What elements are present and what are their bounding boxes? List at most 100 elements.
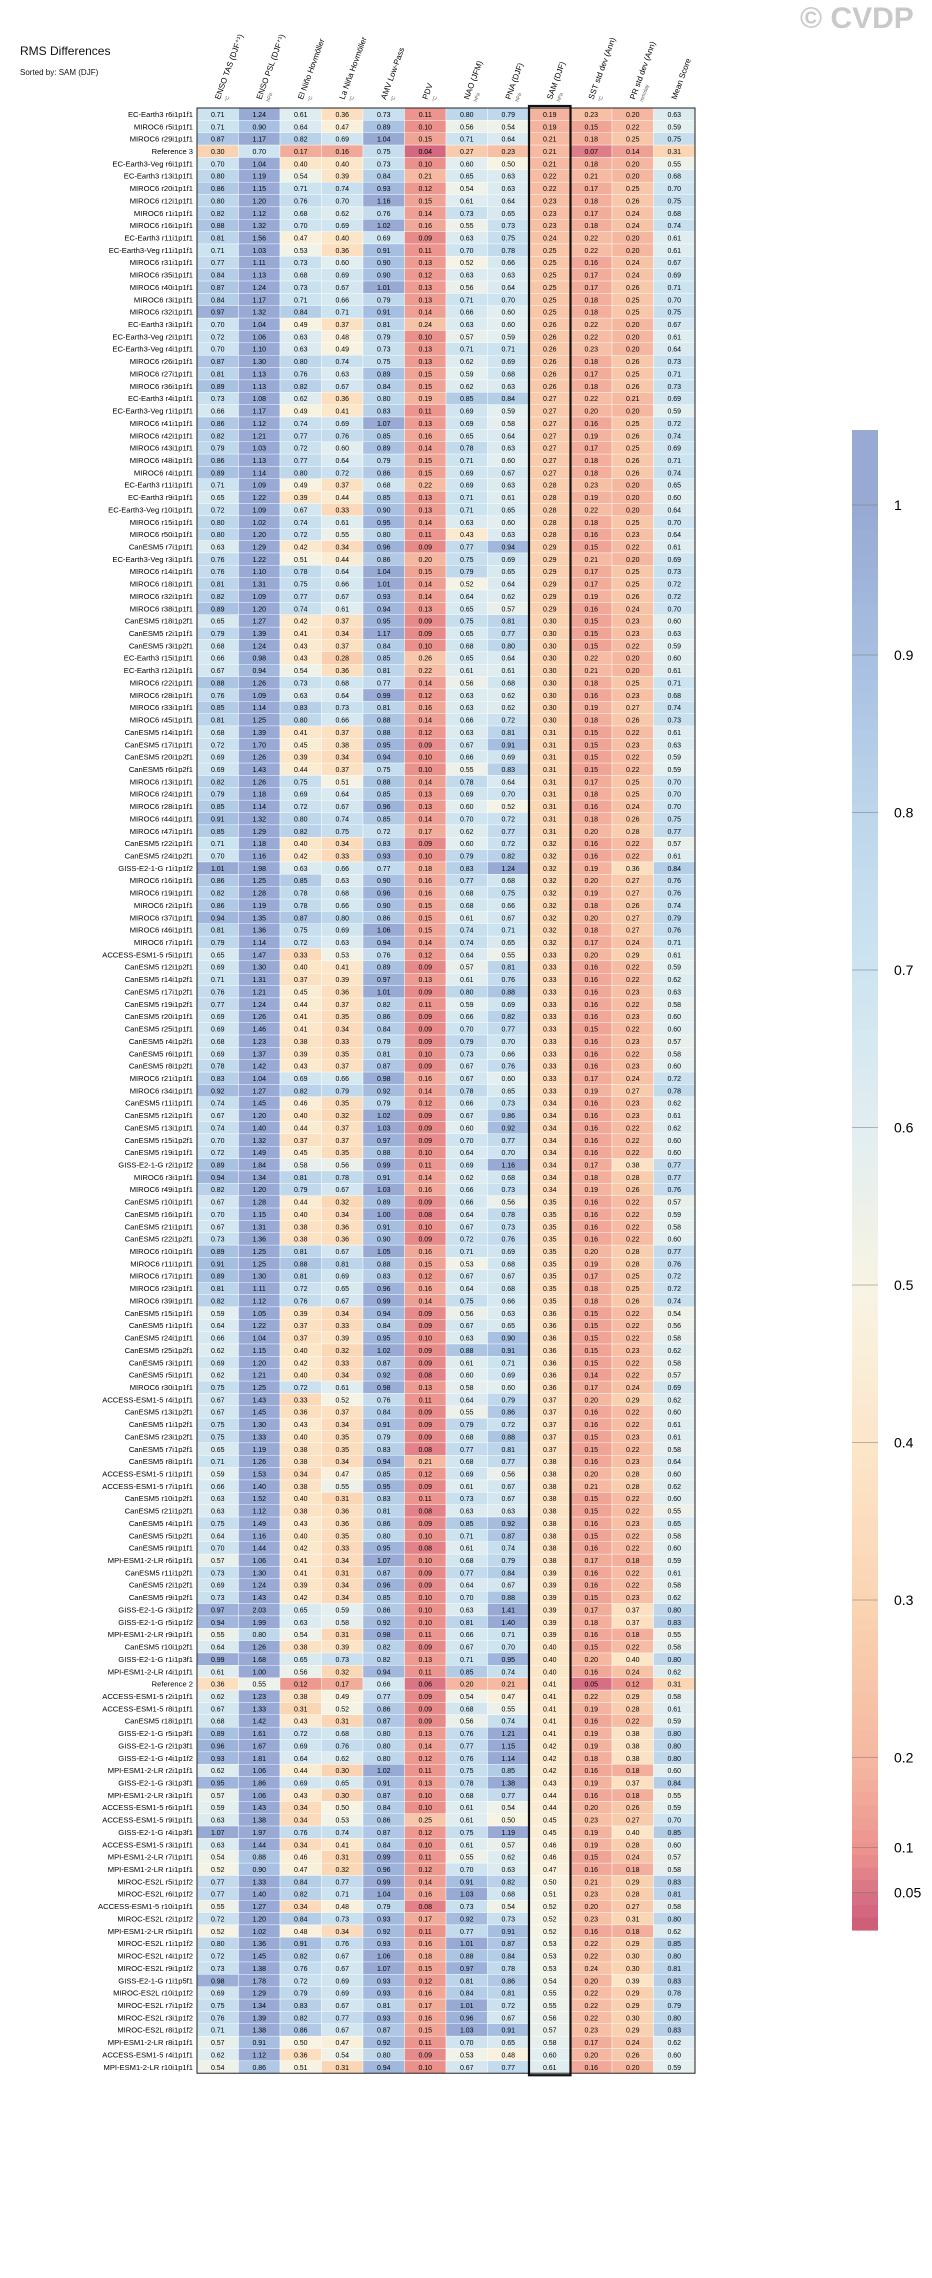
cell-value: 0.18 xyxy=(584,1298,598,1305)
cell-value: 0.68 xyxy=(335,680,349,687)
cell-value: 0.26 xyxy=(626,198,640,205)
cell-value: 0.37 xyxy=(543,1447,557,1454)
cell-value: 0.38 xyxy=(543,1509,557,1516)
cell-value: 0.31 xyxy=(294,1706,308,1713)
cell-value: 0.34 xyxy=(335,631,349,638)
cell-value: 0.21 xyxy=(584,174,598,181)
cell-value: 0.33 xyxy=(543,1088,557,1095)
cell-value: 0.77 xyxy=(501,1793,515,1800)
cell-value: 0.91 xyxy=(501,2028,515,2035)
cell-value: 0.22 xyxy=(626,1323,640,1330)
cell-value: 0.62 xyxy=(211,1768,225,1775)
cell-value: 1.04 xyxy=(252,1076,266,1083)
cell-value: 0.69 xyxy=(501,755,515,762)
cell-value: 1.38 xyxy=(501,1780,515,1787)
cell-value: 0.54 xyxy=(501,1904,515,1911)
cell-value: 0.22 xyxy=(626,1150,640,1157)
cell-value: 0.32 xyxy=(543,928,557,935)
cell-value: 0.61 xyxy=(667,235,681,242)
cell-value: 0.23 xyxy=(626,1113,640,1120)
cell-value: 0.61 xyxy=(211,1669,225,1676)
cell-value: 0.73 xyxy=(501,223,515,230)
cell-value: 0.61 xyxy=(460,1805,474,1812)
cell-value: 0.26 xyxy=(626,470,640,477)
cell-value: 0.67 xyxy=(667,322,681,329)
cell-value: 0.60 xyxy=(667,1496,681,1503)
cell-value: 0.09 xyxy=(418,1719,432,1726)
cell-value: 0.21 xyxy=(418,174,432,181)
cell-value: 0.92 xyxy=(501,1521,515,1528)
cell-value: 1.31 xyxy=(252,977,266,984)
cell-value: 0.75 xyxy=(211,2003,225,2010)
cell-value: 0.20 xyxy=(584,952,598,959)
cell-value: 0.15 xyxy=(418,915,432,922)
cell-value: 0.81 xyxy=(211,928,225,935)
cell-value: 0.72 xyxy=(294,1978,308,1985)
cell-value: 0.72 xyxy=(377,829,391,836)
column-unit: hPa xyxy=(556,92,565,103)
cell-value: 1.43 xyxy=(252,1397,266,1404)
colorbar-tick-label: 0.3 xyxy=(894,1592,914,1608)
cell-value: 0.84 xyxy=(460,1991,474,1998)
cell-value: 0.27 xyxy=(626,705,640,712)
cell-value: 0.84 xyxy=(377,1323,391,1330)
cell-value: 1.17 xyxy=(252,409,266,416)
cell-value: 0.23 xyxy=(543,198,557,205)
cell-value: 1.53 xyxy=(252,1471,266,1478)
cell-value: 1.43 xyxy=(252,1595,266,1602)
cell-value: 0.37 xyxy=(294,1138,308,1145)
cell-value: 0.26 xyxy=(543,359,557,366)
cell-value: 0.24 xyxy=(626,940,640,947)
cell-value: 1.01 xyxy=(377,989,391,996)
cell-value: 0.70 xyxy=(667,792,681,799)
cell-value: 0.78 xyxy=(501,1212,515,1219)
cell-value: 0.17 xyxy=(584,446,598,453)
cell-value: 0.20 xyxy=(626,334,640,341)
cell-value: 1.00 xyxy=(252,1669,266,1676)
cell-value: 1.40 xyxy=(252,1484,266,1491)
cell-value: 0.69 xyxy=(211,1027,225,1034)
cell-value: 0.11 xyxy=(419,1496,432,1503)
cell-value: 0.69 xyxy=(667,1385,681,1392)
row-label: EC-Earth3 r11i1p1f1 xyxy=(124,233,193,242)
cell-value: 0.35 xyxy=(543,1298,557,1305)
cell-value: 0.60 xyxy=(667,495,681,502)
cell-value: 0.22 xyxy=(626,1138,640,1145)
cell-value: 0.61 xyxy=(460,1360,474,1367)
cell-value: 0.12 xyxy=(418,730,432,737)
cell-value: 0.26 xyxy=(626,1805,640,1812)
row-label: CanESM5 r18i1p1f1 xyxy=(125,1717,193,1726)
cell-value: 0.16 xyxy=(584,2065,598,2072)
cell-value: 0.29 xyxy=(543,606,557,613)
cell-value: 0.16 xyxy=(584,1237,598,1244)
cell-value: 0.29 xyxy=(543,557,557,564)
cell-value: 0.71 xyxy=(501,1360,515,1367)
cell-value: 0.30 xyxy=(335,1793,349,1800)
cell-value: 0.18 xyxy=(584,384,598,391)
cell-value: 0.38 xyxy=(294,1484,308,1491)
cell-value: 0.81 xyxy=(667,1966,681,1973)
cell-value: 0.86 xyxy=(211,903,225,910)
cell-value: 0.58 xyxy=(667,1694,681,1701)
cell-value: 0.62 xyxy=(667,1397,681,1404)
row-label: CanESM5 r9i1p1f1 xyxy=(129,1544,193,1553)
cell-value: 1.78 xyxy=(252,1978,266,1985)
cell-value: 0.82 xyxy=(294,384,308,391)
cell-value: 0.55 xyxy=(460,1855,474,1862)
cell-value: 0.61 xyxy=(460,1484,474,1491)
cell-value: 0.34 xyxy=(543,1138,557,1145)
cell-value: 0.74 xyxy=(335,1830,349,1837)
cell-value: 0.62 xyxy=(460,829,474,836)
cell-value: 0.61 xyxy=(667,1570,681,1577)
cell-value: 0.16 xyxy=(418,1991,432,1998)
cell-value: 0.16 xyxy=(584,1793,598,1800)
cell-value: 0.56 xyxy=(543,2015,557,2022)
cell-value: 0.18 xyxy=(584,470,598,477)
cell-value: 0.27 xyxy=(626,915,640,922)
cell-value: 0.25 xyxy=(626,186,640,193)
cell-value: 0.62 xyxy=(667,1101,681,1108)
cell-value: 0.48 xyxy=(294,1929,308,1936)
cell-value: 0.17 xyxy=(584,371,598,378)
cell-value: 0.13 xyxy=(418,804,432,811)
cell-value: 0.30 xyxy=(626,1966,640,1973)
